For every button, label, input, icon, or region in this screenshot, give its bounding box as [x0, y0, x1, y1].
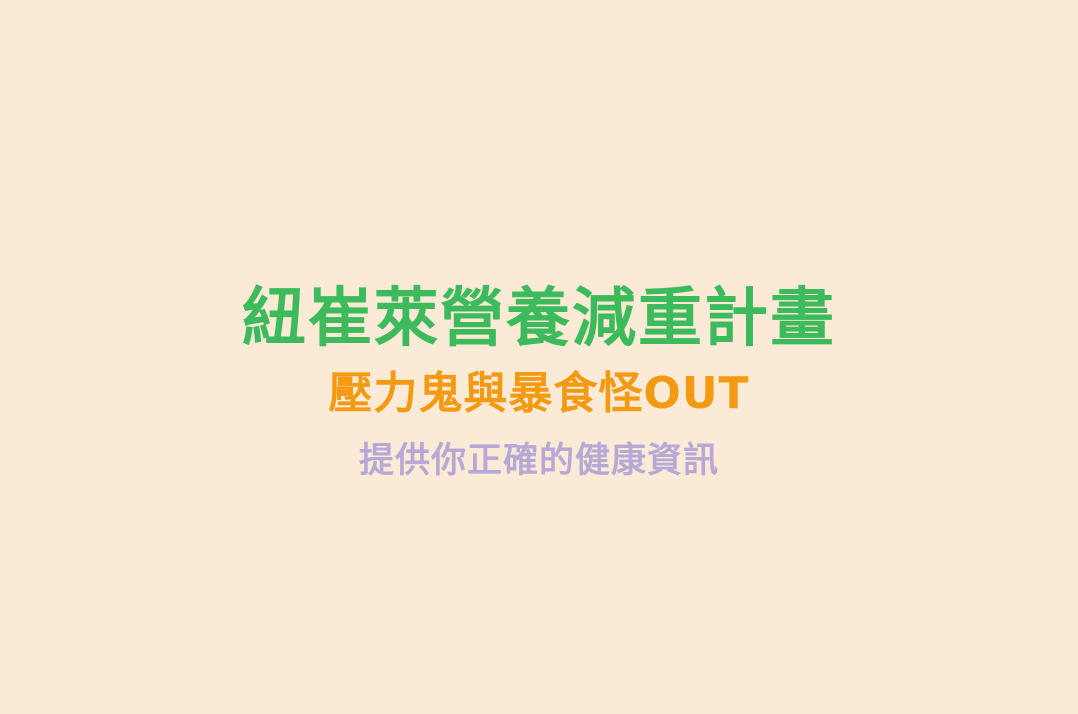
title-text-block: 紐崔萊營養減重計畫 壓力鬼與暴食怪OUT 提供你正確的健康資訊 [0, 276, 1078, 486]
slide-title: 紐崔萊營養減重計畫 [242, 282, 836, 356]
slide-tagline: 提供你正確的健康資訊 [358, 441, 719, 481]
slide-subtitle: 壓力鬼與暴食怪OUT [328, 368, 750, 419]
